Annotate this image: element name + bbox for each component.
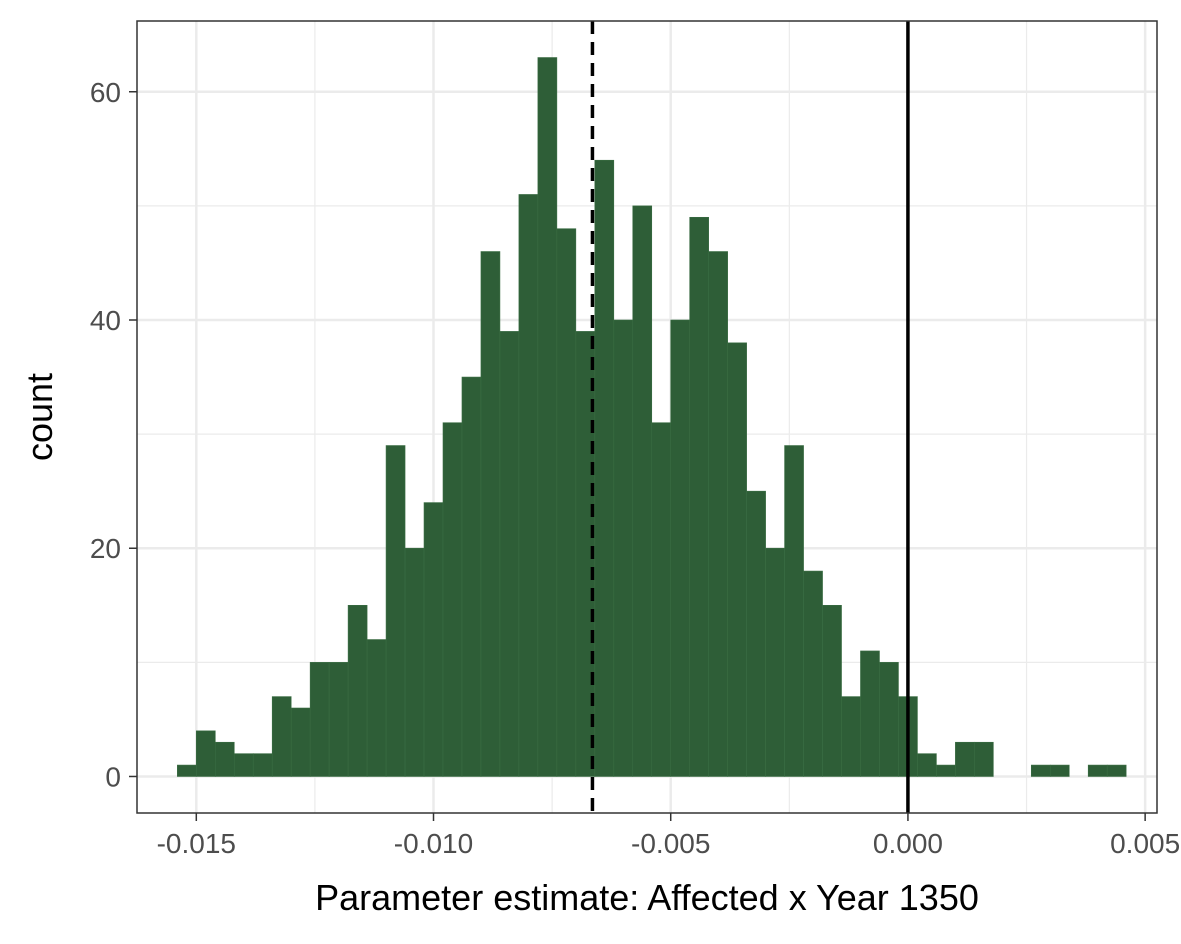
histogram-bar: [974, 741, 994, 777]
histogram-bar: [879, 662, 899, 777]
histogram-bar: [1049, 764, 1070, 777]
histogram-bar: [670, 319, 690, 777]
histogram-bar: [233, 753, 254, 777]
histogram-bar: [252, 753, 273, 777]
histogram-bar: [746, 490, 766, 777]
histogram-bar: [803, 570, 823, 777]
histogram-bar: [385, 445, 406, 777]
histogram-bar: [480, 251, 501, 777]
histogram-bar: [936, 764, 956, 777]
histogram-bar: [632, 205, 653, 777]
histogram-bar: [423, 502, 444, 777]
histogram-bar: [860, 650, 880, 777]
histogram-bar: [613, 319, 634, 777]
histogram-bar: [841, 696, 861, 777]
histogram-bar: [442, 422, 463, 777]
x-axis-title: Parameter estimate: Affected x Year 1350: [315, 877, 979, 918]
histogram-bar: [214, 741, 235, 777]
plot-panel-border: [136, 20, 1158, 814]
y-axis-ticks: 0 20 40 60: [90, 77, 137, 792]
x-tick-label: 0.000: [873, 828, 943, 859]
histogram-bar: [290, 707, 311, 777]
histogram-bar: [1030, 764, 1051, 777]
histogram-bar: [784, 445, 804, 777]
histogram-bar: [328, 662, 349, 777]
histogram-bar: [404, 547, 425, 777]
x-tick-label: 0.005: [1110, 828, 1180, 859]
histogram-bar: [177, 764, 197, 777]
histogram-bar: [196, 730, 216, 777]
histogram-bar: [518, 194, 539, 777]
histogram-bar: [271, 696, 292, 777]
x-tick-label: -0.010: [394, 828, 473, 859]
x-tick-label: -0.005: [631, 828, 710, 859]
histogram-bar: [499, 331, 520, 777]
histogram-bar: [822, 604, 842, 777]
histogram-bar: [765, 547, 785, 777]
histogram-bar: [727, 342, 747, 777]
histogram-bar: [461, 376, 482, 777]
histogram-bar: [366, 639, 387, 777]
histogram-bar: [537, 57, 558, 777]
y-tick-label: 0: [105, 761, 121, 792]
histogram-bar: [1106, 764, 1127, 777]
histogram-bar: [708, 251, 728, 777]
histogram-bar: [309, 662, 330, 777]
y-tick-label: 60: [90, 77, 121, 108]
histogram-bar: [594, 159, 615, 777]
histogram-bar: [955, 741, 975, 777]
histogram-bars: [177, 57, 1127, 777]
histogram-bar: [917, 753, 937, 777]
y-tick-label: 40: [90, 305, 121, 336]
histogram-bar: [1087, 764, 1108, 777]
y-axis-title: count: [19, 373, 60, 461]
reference-lines: [590, 21, 910, 813]
histogram-bar: [689, 216, 709, 777]
y-tick-label: 20: [90, 533, 121, 564]
histogram-bar: [347, 604, 368, 777]
histogram-bar: [556, 228, 577, 777]
x-tick-label: -0.015: [157, 828, 236, 859]
histogram-bar: [651, 422, 672, 777]
x-axis-ticks: -0.015 -0.010 -0.005 0.000 0.005: [157, 813, 1180, 859]
